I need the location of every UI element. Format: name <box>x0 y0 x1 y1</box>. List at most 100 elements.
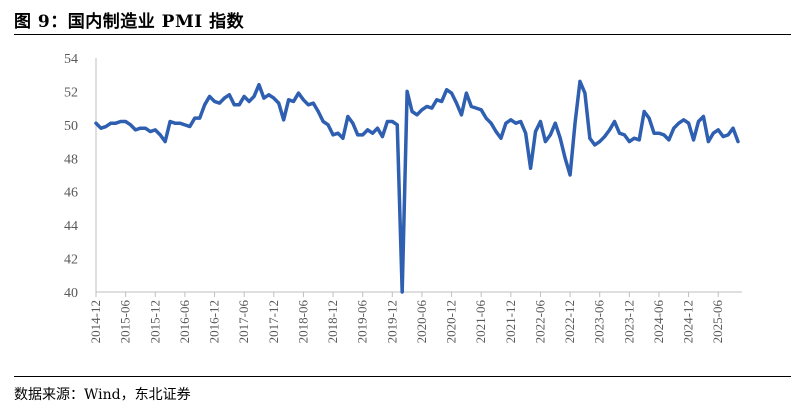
x-tick-label: 2020-12 <box>444 300 459 343</box>
pmi-data-point <box>455 101 459 105</box>
pmi-data-point <box>657 131 661 135</box>
pmi-data-point <box>316 109 320 113</box>
pmi-data-point <box>435 98 439 102</box>
pmi-data-point <box>134 128 138 132</box>
pmi-data-point <box>696 120 700 124</box>
pmi-data-point <box>622 133 626 137</box>
x-tick-label: 2015-12 <box>147 300 162 343</box>
pmi-data-point <box>227 93 231 97</box>
pmi-data-point <box>672 126 676 130</box>
pmi-data-point <box>474 106 478 110</box>
y-tick-label: 50 <box>64 119 78 134</box>
pmi-data-point <box>553 121 557 125</box>
pmi-data-point <box>667 138 671 142</box>
pmi-data-point <box>548 133 552 137</box>
pmi-data-point <box>213 99 217 103</box>
y-tick-label: 52 <box>64 85 78 100</box>
pmi-data-point <box>242 94 246 98</box>
pmi-data-point <box>163 140 167 144</box>
pmi-data-point <box>598 140 602 144</box>
pmi-data-point <box>153 128 157 132</box>
pmi-data-point <box>504 121 508 125</box>
pmi-data-point <box>217 101 221 105</box>
pmi-data-point <box>538 120 542 124</box>
pmi-data-point <box>608 128 612 132</box>
pmi-data-point <box>662 133 666 137</box>
pmi-data-point <box>593 143 597 147</box>
pmi-data-point <box>346 115 350 118</box>
pmi-data-point <box>321 120 325 124</box>
pmi-data-point <box>292 99 296 103</box>
pmi-data-point <box>637 138 641 142</box>
pmi-data-point <box>119 120 123 124</box>
pmi-data-point <box>613 120 617 124</box>
pmi-data-point <box>124 120 128 124</box>
x-tick-label: 2022-06 <box>532 300 547 344</box>
x-tick-label: 2023-12 <box>621 300 636 343</box>
y-tick-label: 42 <box>64 253 78 268</box>
pmi-data-point <box>529 166 533 170</box>
pmi-data-point <box>267 93 271 97</box>
pmi-data-point <box>104 125 108 129</box>
pmi-data-point <box>479 108 483 112</box>
x-tick-label: 2014-12 <box>88 300 103 343</box>
pmi-data-point <box>464 91 468 95</box>
pmi-data-point <box>138 126 142 130</box>
x-tick-label: 2021-06 <box>473 300 488 344</box>
pmi-data-point <box>371 131 375 135</box>
pmi-data-point <box>341 136 345 140</box>
title-rule <box>14 34 791 35</box>
pmi-data-point <box>143 126 147 130</box>
pmi-data-point <box>237 103 241 107</box>
pmi-series-line <box>94 79 740 294</box>
x-tick-label: 2018-12 <box>325 300 340 343</box>
pmi-data-point <box>282 118 286 122</box>
x-tick-label: 2016-06 <box>177 300 192 344</box>
pmi-data-point <box>445 88 449 92</box>
pmi-data-point <box>375 126 379 130</box>
pmi-data-point <box>109 121 113 125</box>
pmi-data-point <box>158 133 162 137</box>
pmi-data-point <box>385 120 389 124</box>
pmi-data-point <box>198 116 202 120</box>
pmi-data-point <box>627 140 631 144</box>
pmi-data-point <box>583 91 587 95</box>
pmi-data-point <box>188 125 192 129</box>
pmi-data-point <box>677 121 681 125</box>
pmi-data-point <box>287 98 291 102</box>
pmi-data-point <box>306 103 310 107</box>
pmi-data-point <box>716 128 720 132</box>
pmi-data-point <box>148 130 152 134</box>
pmi-data-point <box>420 108 424 112</box>
pmi-data-point <box>425 104 429 108</box>
pmi-data-point <box>168 120 172 124</box>
pmi-data-point <box>642 109 646 113</box>
y-tick-label: 48 <box>64 152 78 167</box>
footer-rule <box>14 376 791 377</box>
pmi-data-point <box>336 131 340 135</box>
pmi-data-point <box>178 121 182 125</box>
pmi-data-point <box>568 173 572 177</box>
pmi-data-point <box>682 118 686 122</box>
pmi-data-point <box>440 99 444 103</box>
x-tick-label: 2016-12 <box>207 300 222 343</box>
pmi-data-point <box>721 135 725 139</box>
pmi-data-point <box>351 121 355 125</box>
pmi-data-point <box>726 133 730 137</box>
pmi-data-point <box>203 103 207 107</box>
figure-title: 图 9：国内制造业 PMI 指数 <box>14 12 245 32</box>
x-tick-label: 2019-12 <box>384 300 399 343</box>
y-tick-label: 40 <box>64 286 78 301</box>
pmi-data-point <box>484 116 488 120</box>
pmi-data-point <box>208 94 212 98</box>
pmi-data-point <box>114 121 118 125</box>
pmi-data-point <box>400 290 404 294</box>
pmi-data-point <box>603 135 607 139</box>
pmi-data-point <box>410 109 414 113</box>
x-tick-label: 2017-06 <box>236 300 251 344</box>
x-tick-label: 2024-12 <box>681 300 696 343</box>
x-tick-label: 2023-06 <box>592 300 607 344</box>
pmi-data-point <box>617 131 621 135</box>
pmi-data-point <box>489 121 493 125</box>
